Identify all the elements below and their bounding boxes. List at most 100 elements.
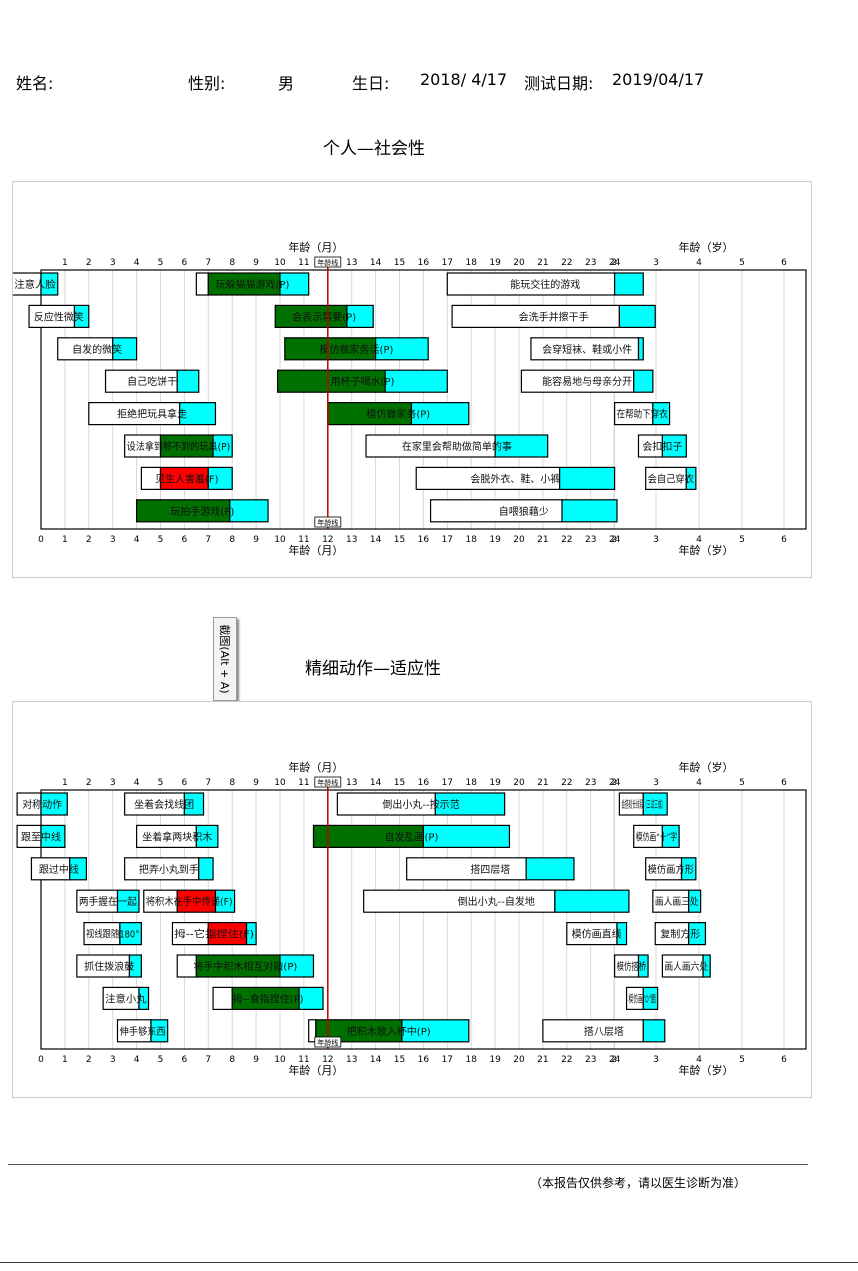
bar-label: 玩拍手游戏(P) [170, 505, 234, 518]
bar-label: 伸手够东西 [119, 1025, 165, 1038]
tick-label-month-top: 11 [298, 778, 309, 788]
bar-cyan-segment [298, 986, 324, 1010]
tick-label-year-bottom: 5 [739, 1055, 745, 1065]
bar-cyan-segment [138, 986, 150, 1010]
tick-label-month-bottom: 20 [513, 1055, 525, 1065]
milestone-bar: 在帮助下穿衣 [613, 402, 671, 426]
bar-cyan-segment [128, 954, 142, 978]
tick-label-month-bottom: 6 [182, 1055, 188, 1065]
tick-label-month-bottom: 14 [370, 535, 382, 545]
tick-label-month-bottom: 3 [110, 535, 116, 545]
milestone-bar: 模仿画直线 [566, 922, 628, 946]
milestone-bar: 见生人害羞(F) [140, 466, 233, 490]
axis-title-year-bottom: 年龄（岁） [679, 543, 734, 557]
age-marker-label-top: 年龄线 [314, 256, 342, 268]
tick-label-month-bottom: 21 [537, 535, 548, 545]
bar-label: 能容易地与母亲分开 [542, 375, 632, 388]
chart-fine-motor: 年龄（月）年龄（月）年龄（岁）年龄（岁）1 2 3 4 5 6 7 8 9 10 11 13 14 15 1… [16, 760, 807, 1077]
tick-label-month-bottom: 23 [585, 535, 596, 545]
tick-label-year-bottom: 3 [653, 535, 659, 545]
tick-label-month-bottom: 15 [394, 535, 405, 545]
bar-label: 对称动作 [22, 798, 62, 811]
tick-label-year-top: 4 [696, 778, 702, 788]
bar-cyan-segment [434, 792, 506, 816]
bar-label: 拒绝把玩具拿走 [117, 408, 187, 421]
tick-label-month-bottom: 16 [418, 535, 430, 545]
milestone-bar: 将手中积木相互对敲(P) [176, 954, 315, 978]
tick-label-month-top: 20 [513, 258, 525, 268]
bar-label: 坐着拿两块积木 [142, 830, 212, 843]
bar-cyan-segment [214, 889, 236, 913]
bar-label: 用杯子喝水(P) [331, 375, 395, 388]
bar-label: 在帮助下穿衣 [617, 408, 668, 421]
milestone-bar: 注意小丸 [102, 986, 150, 1010]
bar-cyan-segment [559, 466, 616, 490]
tick-label-month-top: 16 [418, 778, 430, 788]
bar-cyan-segment [561, 499, 618, 523]
bar-label: 跟过中线 [39, 863, 79, 876]
chart-social: 年龄（月）年龄（月）年龄（岁）年龄（岁）1 2 3 4 5 6 7 8 9 10 11 13 14 15 1… [11, 240, 807, 557]
tick-label-month-bottom: 17 [442, 1055, 453, 1065]
tick-label-month-top: 15 [394, 258, 405, 268]
tick-label-month-top: 13 [346, 778, 357, 788]
bar-label: 把弄小丸到手 [139, 863, 199, 876]
tick-label-month-bottom: 17 [442, 535, 453, 545]
bar-label: 自发乱画(P) [385, 830, 439, 843]
tick-label-month-top: 22 [561, 778, 572, 788]
bar-cyan-segment [637, 954, 649, 978]
milestone-bar: 玩拍手游戏(P) [135, 499, 269, 523]
tick-label-year-bottom: 2 [611, 535, 617, 545]
bar-label: 搭八层塔 [584, 1025, 624, 1038]
tick-label-month-bottom: 14 [370, 1055, 382, 1065]
bar-cyan-segment [112, 337, 138, 361]
milestone-bar: 自己吃饼干 [104, 369, 200, 393]
tick-label-month-top: 14 [370, 778, 382, 788]
bar-label: 模仿画方形 [648, 863, 694, 876]
bar-cyan-segment [642, 1019, 666, 1043]
milestone-bar: 会搭较长线段（三试三成） [618, 792, 668, 816]
bar-label: 会自己穿衣 [648, 472, 694, 485]
footer-note: （本报告仅供参考，请以医生诊断为准） [529, 1176, 746, 1190]
bar-label: 会搭较长线段（三试三成） [621, 798, 665, 811]
tick-label-month-bottom: 12 [322, 535, 333, 545]
tick-label-month-bottom: 10 [274, 1055, 286, 1065]
tick-label-month-bottom: 24 [609, 1055, 621, 1065]
milestone-bar: 搭四层塔 [406, 857, 575, 881]
bar-cyan-segment [150, 1019, 169, 1043]
tick-label-month-bottom: 4 [134, 535, 140, 545]
plot-frame [40, 789, 807, 1050]
milestone-bar: 把弄小丸到手 [124, 857, 214, 881]
tick-label-year-bottom: 2 [611, 1055, 617, 1065]
bar-label: 在家里会帮助做简单的事 [402, 440, 512, 453]
tick-label-month-bottom: 19 [489, 1055, 501, 1065]
bar-cyan-segment [229, 499, 269, 523]
tick-label-month-top: 9 [253, 258, 259, 268]
bar-cyan-segment [176, 369, 200, 393]
tick-label-month-bottom: 13 [346, 1055, 357, 1065]
bar-cyan-segment [116, 889, 140, 913]
tick-label-month-bottom: 22 [561, 1055, 572, 1065]
milestone-bar: 拇--食指捏住(P) [212, 986, 324, 1010]
milestone-bar: 模仿做家务活(P) [284, 337, 429, 361]
milestone-bar: 跟过中线 [30, 857, 88, 881]
tick-label-month-top: 8 [229, 258, 235, 268]
tick-label-month-bottom: 12 [322, 1055, 333, 1065]
tick-label-year-top: 4 [696, 258, 702, 268]
age-marker-label-text: 年龄线 [317, 1038, 338, 1047]
milestone-bar: 反应性微笑 [28, 304, 90, 329]
bar-label: 会脱外衣、鞋、小裤 [470, 472, 560, 485]
milestone-bar: 会洗手并擦干手 [451, 304, 656, 329]
bar-label: 搭四层塔 [470, 863, 510, 876]
bar-label: 将手中积木相互对敲(P) [193, 960, 297, 973]
bar-cyan-segment [40, 824, 66, 849]
chart-panel-social: 年龄（月） 年龄（月） 年龄（岁） 年龄（岁） 1 2 3 4 5 6 7 8 9 10 11 13 14 15 1… [11, 181, 812, 578]
milestone-bar: 会穿短袜、鞋或小件 [530, 337, 644, 361]
tick-label-month-bottom: 11 [298, 1055, 309, 1065]
tick-label-month-bottom: 15 [394, 1055, 405, 1065]
tick-label-month-top: 3 [110, 778, 116, 788]
milestone-bar: 画人画三处 [652, 889, 702, 913]
tick-label-month-top: 7 [205, 258, 211, 268]
tick-label-month-top: 10 [274, 778, 286, 788]
tick-label-month-top: 2 [86, 778, 92, 788]
bar-cyan-segment [212, 434, 233, 458]
